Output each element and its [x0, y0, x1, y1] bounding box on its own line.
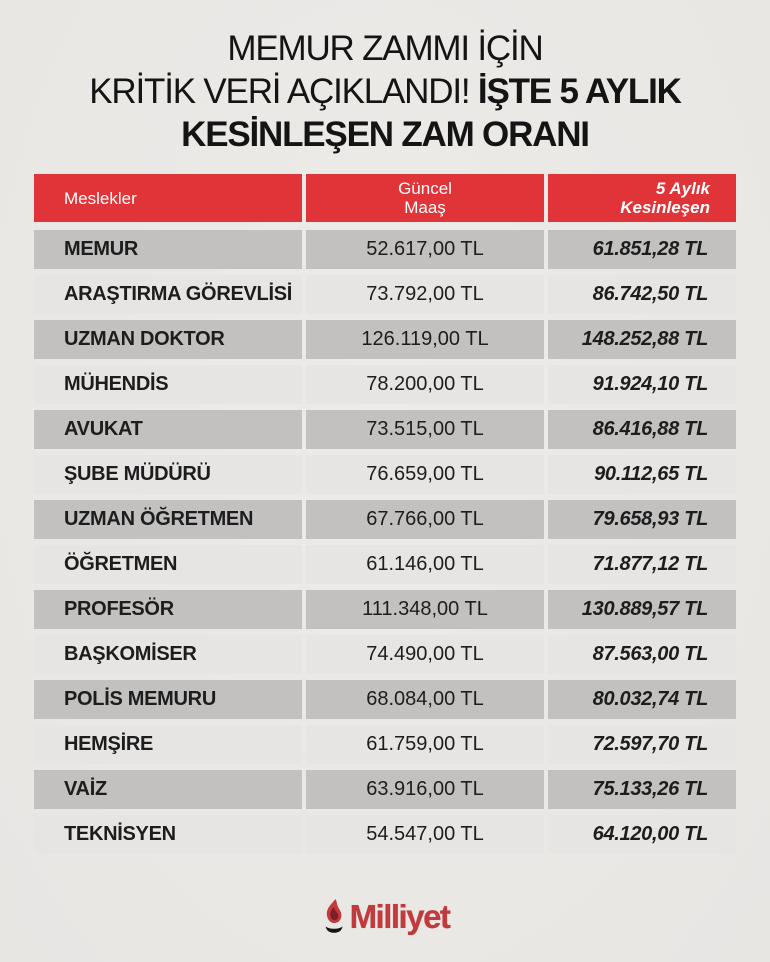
table-row: ŞUBE MÜDÜRÜ 76.659,00 TL 90.112,65 TL	[34, 455, 736, 494]
confirmed-salary-cell: 61.851,28 TL	[548, 230, 736, 269]
header-current-salary: Güncel Maaş	[306, 174, 544, 222]
milliyet-logo: Milliyet	[0, 898, 770, 934]
table-row: POLİS MEMURU 68.084,00 TL 80.032,74 TL	[34, 680, 736, 719]
confirmed-salary-cell: 80.032,74 TL	[548, 680, 736, 719]
profession-cell: ÖĞRETMEN	[34, 545, 302, 584]
header-professions-label: Meslekler	[64, 188, 137, 208]
current-salary-cell: 61.759,00 TL	[306, 725, 544, 764]
table-row: ARAŞTIRMA GÖREVLİSİ 73.792,00 TL 86.742,50…	[34, 275, 736, 314]
current-salary-cell: 111.348,00 TL	[306, 590, 544, 629]
confirmed-salary-cell: 79.658,93 TL	[548, 500, 736, 539]
table-row: UZMAN DOKTOR 126.119,00 TL 148.252,88 TL	[34, 320, 736, 359]
confirmed-salary-cell: 75.133,26 TL	[548, 770, 736, 809]
header-current-salary-line-2: Maaş	[404, 198, 446, 217]
current-salary-cell: 61.146,00 TL	[306, 545, 544, 584]
headline-line-2: KRİTİK VERİ AÇIKLANDI! İŞTE 5 AYLIK	[0, 70, 770, 113]
profession-cell: VAİZ	[34, 770, 302, 809]
profession-cell: PROFESÖR	[34, 590, 302, 629]
headline: MEMUR ZAMMI İÇİN KRİTİK VERİ AÇIKLANDI! …	[0, 0, 770, 156]
current-salary-cell: 73.792,00 TL	[306, 275, 544, 314]
headline-line-2-bold: İŞTE 5 AYLIK	[477, 72, 682, 111]
headline-line-3: KESİNLEŞEN ZAM ORANI	[181, 115, 590, 154]
table-row: MEMUR 52.617,00 TL 61.851,28 TL	[34, 230, 736, 269]
profession-cell: UZMAN ÖĞRETMEN	[34, 500, 302, 539]
profession-cell: MEMUR	[34, 230, 302, 269]
table-row: TEKNİSYEN 54.547,00 TL 64.120,00 TL	[34, 815, 736, 854]
confirmed-salary-cell: 86.416,88 TL	[548, 410, 736, 449]
current-salary-cell: 78.200,00 TL	[306, 365, 544, 404]
table-row: VAİZ 63.916,00 TL 75.133,26 TL	[34, 770, 736, 809]
header-current-salary-line-1: Güncel	[398, 179, 452, 198]
header-confirmed-salary-line-1: 5 Aylık	[655, 179, 710, 198]
table-header: Meslekler Güncel Maaş 5 Aylık Kesinleşen	[34, 174, 736, 222]
header-confirmed-salary: 5 Aylık Kesinleşen	[548, 174, 736, 222]
header-professions: Meslekler	[34, 174, 302, 222]
table-row: ÖĞRETMEN 61.146,00 TL 71.877,12 TL	[34, 545, 736, 584]
current-salary-cell: 74.490,00 TL	[306, 635, 544, 674]
current-salary-cell: 76.659,00 TL	[306, 455, 544, 494]
flame-icon	[325, 899, 343, 933]
confirmed-salary-cell: 86.742,50 TL	[548, 275, 736, 314]
current-salary-cell: 52.617,00 TL	[306, 230, 544, 269]
current-salary-cell: 126.119,00 TL	[306, 320, 544, 359]
current-salary-cell: 63.916,00 TL	[306, 770, 544, 809]
confirmed-salary-cell: 90.112,65 TL	[548, 455, 736, 494]
table-row: UZMAN ÖĞRETMEN 67.766,00 TL 79.658,93 TL	[34, 500, 736, 539]
current-salary-cell: 68.084,00 TL	[306, 680, 544, 719]
profession-cell: TEKNİSYEN	[34, 815, 302, 854]
confirmed-salary-cell: 91.924,10 TL	[548, 365, 736, 404]
table-row: HEMŞİRE 61.759,00 TL 72.597,70 TL	[34, 725, 736, 764]
current-salary-cell: 67.766,00 TL	[306, 500, 544, 539]
table-row: AVUKAT 73.515,00 TL 86.416,88 TL	[34, 410, 736, 449]
current-salary-cell: 73.515,00 TL	[306, 410, 544, 449]
confirmed-salary-cell: 64.120,00 TL	[548, 815, 736, 854]
profession-cell: ARAŞTIRMA GÖREVLİSİ	[34, 275, 302, 314]
header-confirmed-salary-line-2: Kesinleşen	[620, 198, 710, 217]
profession-cell: BAŞKOMİSER	[34, 635, 302, 674]
table-row: MÜHENDİS 78.200,00 TL 91.924,10 TL	[34, 365, 736, 404]
profession-cell: UZMAN DOKTOR	[34, 320, 302, 359]
profession-cell: MÜHENDİS	[34, 365, 302, 404]
confirmed-salary-cell: 71.877,12 TL	[548, 545, 736, 584]
profession-cell: AVUKAT	[34, 410, 302, 449]
profession-cell: POLİS MEMURU	[34, 680, 302, 719]
headline-line-2-regular: KRİTİK VERİ AÇIKLANDI!	[89, 72, 470, 111]
table-row: BAŞKOMİSER 74.490,00 TL 87.563,00 TL	[34, 635, 736, 674]
salary-table: Meslekler Güncel Maaş 5 Aylık Kesinleşen…	[34, 174, 736, 854]
confirmed-salary-cell: 148.252,88 TL	[548, 320, 736, 359]
headline-line-1: MEMUR ZAMMI İÇİN	[227, 29, 543, 68]
confirmed-salary-cell: 87.563,00 TL	[548, 635, 736, 674]
confirmed-salary-cell: 130.889,57 TL	[548, 590, 736, 629]
current-salary-cell: 54.547,00 TL	[306, 815, 544, 854]
logo-wordmark: Milliyet	[349, 898, 451, 935]
table-row: PROFESÖR 111.348,00 TL 130.889,57 TL	[34, 590, 736, 629]
table-rows: MEMUR 52.617,00 TL 61.851,28 TL ARAŞTIRMA G…	[34, 230, 736, 854]
confirmed-salary-cell: 72.597,70 TL	[548, 725, 736, 764]
profession-cell: HEMŞİRE	[34, 725, 302, 764]
profession-cell: ŞUBE MÜDÜRÜ	[34, 455, 302, 494]
